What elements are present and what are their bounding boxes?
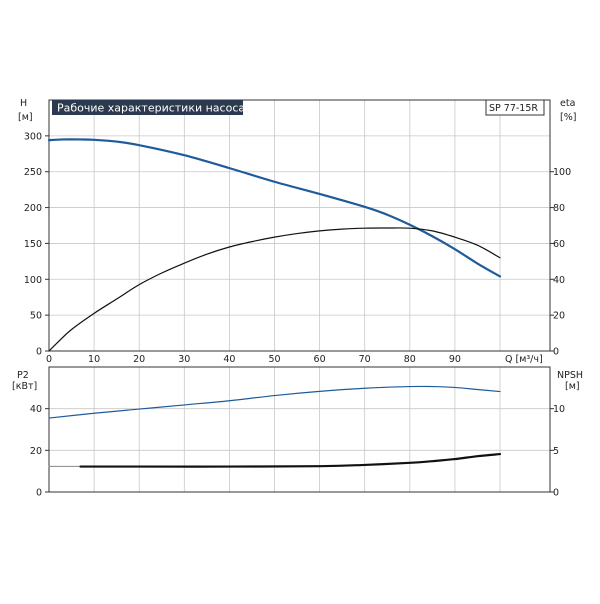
top-left-tick-label: 150 (24, 239, 42, 250)
top-right-tick-label: 0 (553, 347, 559, 358)
bottom-right-axis-label-line1: NPSH (557, 370, 583, 381)
model-label-box (485, 99, 545, 116)
top-series-0-line (47, 138, 502, 278)
data-series (47, 138, 502, 468)
bottom-right-tick-label: 5 (553, 446, 559, 457)
model-label: SP 77-15R (489, 103, 538, 114)
bottom-series-0-line (48, 385, 501, 419)
x-tick-label: 20 (133, 354, 145, 365)
x-tick-label: 0 (46, 354, 52, 365)
top-left-tick-label: 300 (24, 131, 42, 142)
bottom-panel-grid (49, 367, 550, 492)
top-right-axis-label-line2: [%] (560, 112, 576, 123)
bottom-right-tick-label: 10 (553, 404, 565, 415)
bottom-left-axis-label-line2: [кВт] (12, 381, 37, 392)
bottom-left-tick-label: 20 (30, 446, 42, 457)
x-tick-label: 40 (223, 354, 235, 365)
bottom-panel-frame (48, 366, 551, 493)
top-left-axis-label-line1: H (20, 98, 27, 109)
x-tick-label: 90 (449, 354, 461, 365)
top-panel-frame (48, 99, 551, 352)
top-left-tick-label: 250 (24, 167, 42, 178)
top-series-1-line (48, 227, 501, 352)
top-left-tick-label: 50 (30, 311, 42, 322)
bottom-left-tick-label: 40 (30, 404, 42, 415)
bottom-left-axis-label-line1: P2 (17, 370, 29, 381)
title-background (52, 100, 243, 115)
top-left-tick-label: 200 (24, 203, 42, 214)
top-right-tick-label: 40 (553, 275, 565, 286)
top-panel-grid (49, 100, 550, 351)
chart-title: Рабочие характеристики насоса (57, 102, 245, 115)
top-left-tick-label: 0 (36, 347, 42, 358)
x-tick-label: 10 (88, 354, 100, 365)
bottom-right-axis-label-line2: [м] (565, 381, 580, 392)
top-right-tick-label: 60 (553, 239, 565, 250)
top-right-tick-label: 20 (553, 311, 565, 322)
x-tick-label: 30 (178, 354, 190, 365)
top-right-tick-label: 100 (553, 167, 571, 178)
top-left-tick-label: 100 (24, 275, 42, 286)
x-tick-label: 80 (404, 354, 416, 365)
x-axis-label: Q [м³/ч] (505, 354, 543, 365)
bottom-right-tick-label: 0 (553, 488, 559, 499)
x-tick-label: 60 (314, 354, 326, 365)
x-tick-label: 50 (268, 354, 280, 365)
bottom-left-tick-label: 0 (36, 488, 42, 499)
bottom-series-2-line (79, 452, 502, 468)
top-left-axis-label-line2: [м] (18, 112, 33, 123)
x-tick-label: 70 (359, 354, 371, 365)
top-right-axis-label-line1: eta (560, 98, 575, 109)
top-right-tick-label: 80 (553, 203, 565, 214)
